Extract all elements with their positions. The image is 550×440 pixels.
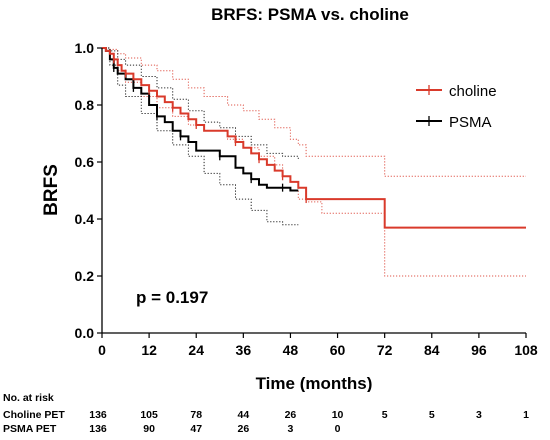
risk-table: No. at risk Choline PET 136 105 78 44 26 10 5 5… — [0, 392, 550, 440]
y-tick-label: 0.2 — [75, 268, 95, 284]
risk-row-choline: Choline PET 136 105 78 44 26 10 5 5 3 1 — [0, 409, 550, 423]
x-tick-label: 96 — [471, 342, 487, 358]
risk-row-psma: PSMA PET 136 90 47 26 3 0 — [0, 423, 550, 437]
risk-value: 5 — [381, 409, 388, 421]
risk-value: 1 — [523, 409, 529, 421]
x-tick-label: 12 — [141, 342, 157, 358]
x-tick-label: 36 — [236, 342, 252, 358]
risk-value: 90 — [143, 423, 155, 435]
risk-value: 5 — [428, 409, 435, 421]
risk-row-label: Choline PET — [3, 409, 65, 421]
risk-value: 3 — [475, 409, 482, 421]
x-tick-label: 48 — [283, 342, 299, 358]
y-tick-label: 0.0 — [75, 325, 95, 341]
risk-value: 44 — [237, 409, 250, 421]
curve-choline — [102, 47, 526, 229]
y-tick-label: 0.8 — [75, 97, 95, 113]
ci-lower-choline — [102, 47, 526, 277]
ci-lower-psma — [102, 47, 299, 226]
x-tick-label: 84 — [424, 342, 440, 358]
legend: choline PSMA — [416, 83, 497, 131]
x-tick-label: 108 — [514, 342, 538, 358]
y-axis-label: BRFS — [41, 164, 62, 216]
curve-psma — [102, 47, 299, 192]
risk-value: 10 — [331, 409, 344, 421]
x-axis-label: Time (months) — [256, 374, 373, 392]
risk-table-title: No. at risk — [3, 392, 54, 404]
x-tick-label: 0 — [98, 342, 106, 358]
risk-value: 136 — [89, 423, 107, 435]
y-tick-label: 1.0 — [75, 40, 95, 56]
risk-value: 0 — [334, 423, 341, 435]
axes: 0 12 24 36 48 60 72 84 96 108 0.0 0.2 0.4 0.6 0.8 1.0 — [75, 40, 538, 358]
ci-upper-choline — [102, 47, 526, 177]
survival-curves — [102, 47, 526, 229]
risk-value: 26 — [237, 423, 250, 435]
chart-title: BRFS: PSMA vs. choline — [211, 5, 409, 24]
risk-value: 26 — [284, 409, 297, 421]
risk-value: 136 — [89, 409, 107, 421]
risk-value: 78 — [190, 409, 203, 421]
legend-label-psma: PSMA — [449, 114, 492, 131]
y-tick-label: 0.6 — [75, 154, 95, 170]
legend-label-choline: choline — [449, 83, 497, 100]
p-value-annotation: p = 0.197 — [136, 288, 208, 307]
confidence-bands — [102, 47, 526, 277]
x-tick-label: 60 — [330, 342, 346, 358]
y-tick-label: 0.4 — [75, 211, 95, 227]
risk-value: 47 — [190, 423, 203, 435]
x-tick-label: 72 — [377, 342, 393, 358]
ci-upper-psma — [102, 47, 299, 160]
x-tick-label: 24 — [188, 342, 204, 358]
risk-value: 105 — [140, 409, 158, 421]
km-chart: BRFS: PSMA vs. choline BRFS Time (months… — [41, 5, 538, 392]
risk-row-label: PSMA PET — [3, 423, 57, 435]
risk-value: 3 — [287, 423, 294, 435]
